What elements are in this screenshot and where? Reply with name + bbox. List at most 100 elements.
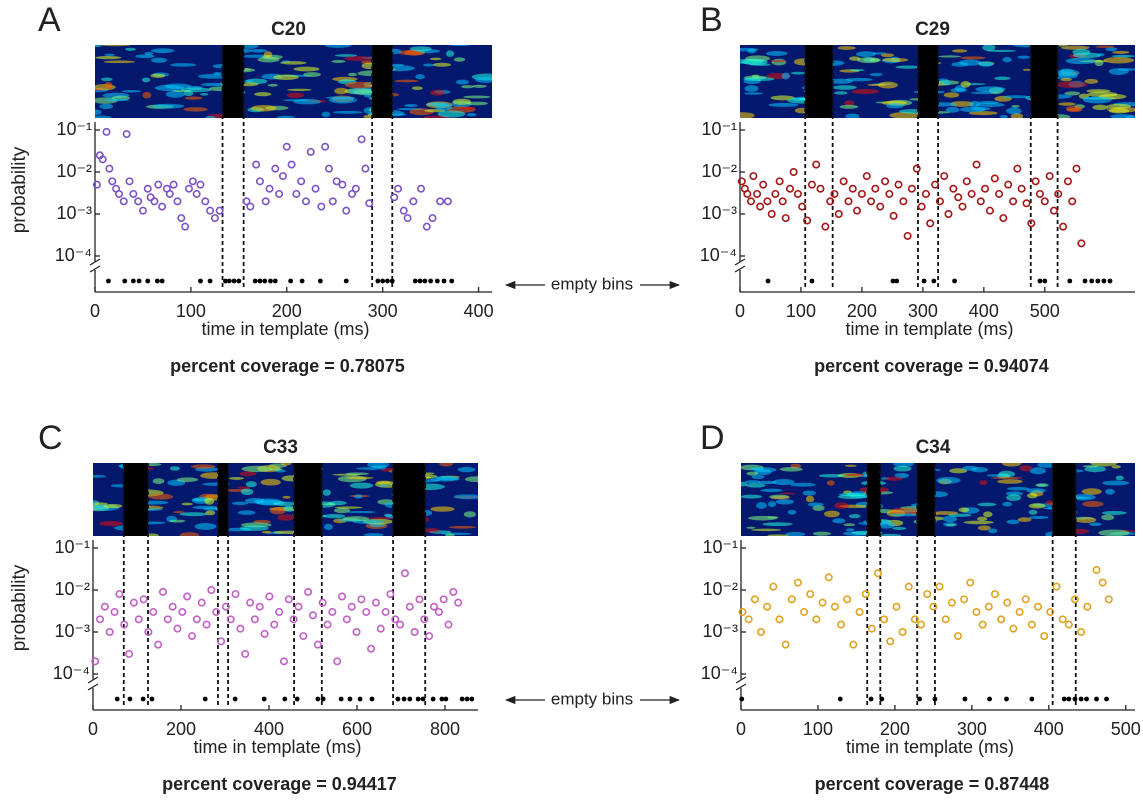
point: [134, 197, 143, 206]
point: [1077, 239, 1086, 248]
empty-bin: [1072, 696, 1078, 702]
point: [824, 573, 833, 582]
spectrogram-blob: [463, 95, 491, 99]
spectrogram-blob: [424, 528, 440, 533]
point: [929, 602, 938, 611]
spectrogram-blob: [1006, 494, 1022, 501]
spectrogram-blob: [1103, 57, 1135, 64]
point: [903, 231, 912, 240]
empty-bin: [252, 278, 258, 284]
empty-bin: [347, 696, 353, 702]
point: [217, 637, 226, 646]
spectrogram-blob: [95, 55, 122, 60]
point: [949, 184, 958, 193]
point: [756, 202, 765, 211]
spectrogram-blob: [958, 507, 970, 513]
spectrogram-blob: [856, 51, 877, 57]
spectrogram-blob: [741, 481, 748, 487]
spectrogram-blob: [240, 525, 269, 531]
point: [834, 210, 843, 219]
spectrogram-blob: [293, 66, 320, 72]
spectrogram-blob: [1029, 467, 1046, 475]
spectrogram-blob: [282, 495, 291, 499]
spectrogram-blob: [1081, 488, 1102, 495]
x-tick-label: 400: [254, 719, 284, 739]
spectrogram-blob: [834, 91, 848, 95]
point: [177, 214, 186, 223]
empty-bin: [122, 278, 128, 284]
empty-bin: [136, 278, 142, 284]
spectrogram-gap: [917, 45, 939, 118]
spectrogram-blob: [1060, 77, 1073, 82]
spectrogram-blob: [845, 113, 860, 118]
spectrogram-blob: [286, 92, 305, 99]
panel-label: B: [700, 1, 723, 39]
spectrogram-blob: [243, 79, 254, 83]
spectrogram-blob: [324, 45, 352, 48]
spectrogram-blob: [429, 89, 446, 96]
point: [231, 590, 240, 599]
spectrogram-blob: [1022, 68, 1032, 71]
spectrogram-blob: [152, 478, 165, 484]
spectrogram-blob: [1111, 54, 1135, 58]
spectrogram-blob: [169, 466, 180, 471]
spectrogram-blob: [213, 71, 222, 76]
empty-bin: [422, 278, 428, 284]
spectrogram-blob: [751, 528, 782, 532]
spectrogram-gap: [1052, 463, 1076, 536]
point: [270, 620, 279, 629]
spectrogram-blob: [877, 81, 898, 89]
point: [91, 657, 100, 666]
spectrogram-blob: [990, 476, 1023, 480]
point: [1098, 578, 1107, 587]
point: [867, 624, 876, 633]
spectrogram-blob: [889, 507, 920, 515]
point: [321, 142, 330, 151]
spectrogram-blob: [769, 59, 787, 62]
spectrogram-blob: [848, 514, 861, 519]
point: [966, 578, 975, 587]
point: [1064, 620, 1073, 629]
empty-bin: [272, 278, 278, 284]
empty-bin: [1029, 696, 1035, 702]
point: [399, 206, 408, 215]
spectrogram-blob: [832, 518, 846, 524]
point: [105, 164, 114, 173]
y-tick-label: 10⁻¹: [701, 119, 737, 139]
spectrogram-blob: [1101, 514, 1115, 521]
spectrogram-blob: [169, 519, 186, 523]
spectrogram-blob: [254, 92, 272, 97]
point: [405, 602, 414, 611]
point: [215, 206, 224, 215]
empty-bin: [1042, 278, 1048, 284]
chart-title: C33: [263, 437, 298, 458]
spectrogram-blob: [334, 54, 358, 57]
spectrogram-blob: [775, 499, 794, 505]
point: [812, 615, 821, 624]
spectrogram-blob: [1002, 95, 1030, 99]
spectrogram-blob: [960, 81, 971, 88]
spectrogram-blob: [457, 466, 476, 473]
spectrogram-blob: [1017, 517, 1032, 522]
point: [763, 197, 772, 206]
spectrogram-blob: [287, 88, 312, 91]
spectrogram-blob: [321, 111, 331, 118]
spectrogram-blob: [245, 481, 257, 488]
spectrogram-blob: [1102, 480, 1130, 486]
point: [154, 640, 163, 649]
point: [192, 189, 201, 198]
spectrogram: [740, 45, 1135, 118]
point: [753, 189, 762, 198]
point: [904, 582, 913, 591]
spectrogram-blob: [1028, 503, 1046, 509]
spectrogram-blob: [179, 532, 200, 536]
point: [323, 620, 332, 629]
spectrogram-blob: [1111, 465, 1121, 469]
spectrogram-blob: [785, 531, 806, 536]
spectrogram-blob: [154, 84, 185, 92]
point: [188, 632, 197, 641]
empty-bin: [338, 696, 344, 702]
spectrogram-blob: [378, 484, 389, 487]
spectrogram-blob: [844, 100, 855, 106]
footer: percent coverage = 0.94074: [814, 356, 1049, 376]
